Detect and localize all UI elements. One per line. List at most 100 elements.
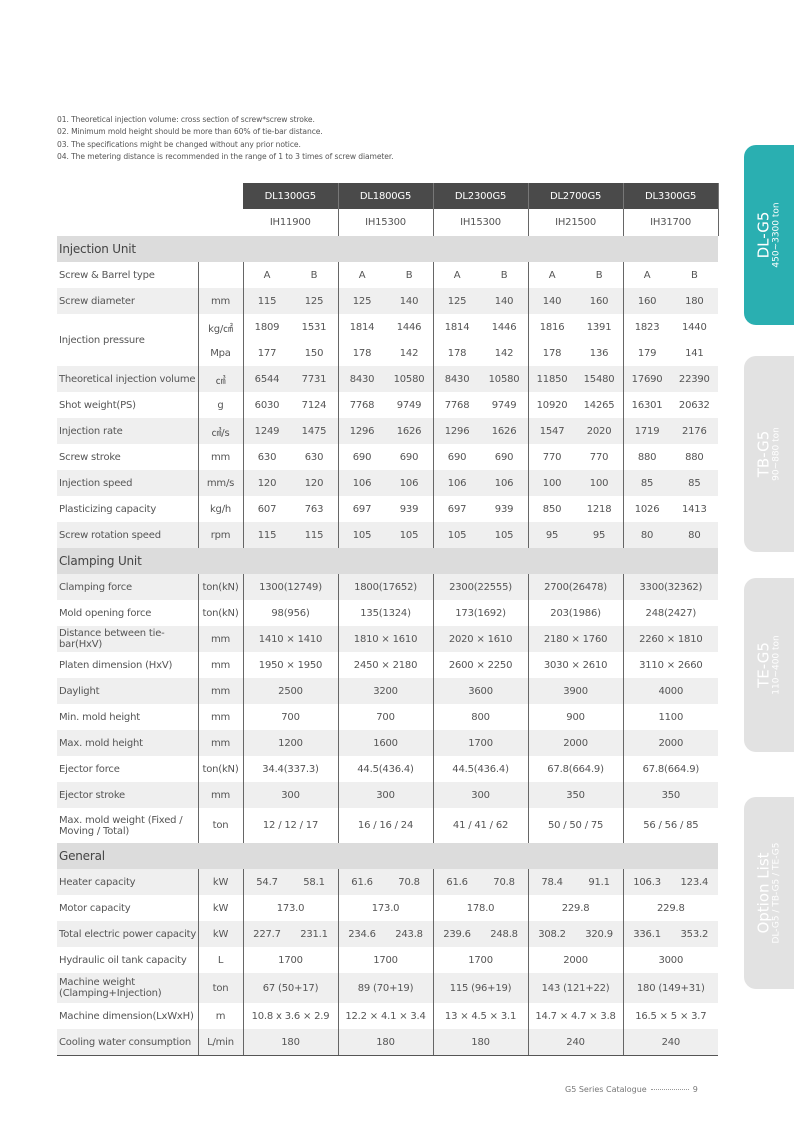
cell-value: 1814 <box>349 321 375 333</box>
row-unit: kW <box>198 921 244 947</box>
cell-value: 115 <box>243 522 291 548</box>
table-row: Mpa 177 150 178 142 178 142 178 136 179 141 <box>57 340 718 366</box>
row-unit: kg/h <box>198 496 244 522</box>
cell-value: 105 <box>385 522 434 548</box>
side-tab-dl-g5[interactable]: DL-G5 450~3300 ton <box>744 145 794 325</box>
cell-value: 243.8 <box>385 921 434 947</box>
cell-value: 1410 × 1410 <box>243 626 339 652</box>
cell-value: 180 <box>243 1029 339 1056</box>
cell-value: 231.1 <box>290 921 339 947</box>
cell-value: 850 <box>542 503 562 515</box>
row-label: Injection rate <box>57 418 199 444</box>
side-tab-title: Option List <box>754 852 773 934</box>
model-name: DL2700G5 <box>528 183 624 209</box>
cell-value: B <box>575 262 624 288</box>
cell-value: 1800(17652) <box>338 574 434 600</box>
cell-value: 690 <box>385 444 434 470</box>
cell-value: 690 <box>480 444 529 470</box>
cell-value: 229.8 <box>657 902 685 914</box>
cell-value: 85 <box>623 470 671 496</box>
note: 03. The specifications might be changed … <box>57 139 301 149</box>
cell-value: 9749 <box>385 392 434 418</box>
cell-value: 80 <box>623 522 671 548</box>
side-tab-text: Option List DL-G5 / TB-G5 / TE-G5 <box>754 843 783 944</box>
cell-value: 10580 <box>385 366 434 392</box>
cell-value: B <box>385 262 434 288</box>
cell-value: 697 <box>352 503 372 515</box>
cell-value: 1440 <box>681 321 707 333</box>
cell-value: 67.8(664.9) <box>642 763 700 775</box>
cell-value: 115 (96+19) <box>433 973 529 1003</box>
side-tab-subtitle: 110~400 ton <box>771 635 782 695</box>
side-tab-title: TE-G5 <box>754 642 773 688</box>
cell-value: 300 <box>243 782 339 808</box>
cell-value: 10.8 x 3.6 × 2.9 <box>243 1003 339 1029</box>
cell-value: 44.5(436.4) <box>338 756 434 782</box>
injection-unit-model: IH21500 <box>528 209 624 236</box>
cell-value: 3900 <box>528 678 624 704</box>
table-row: Min. mold height mm 700 700 800 900 1100 <box>57 704 718 730</box>
side-tab-subtitle: 90~880 ton <box>771 427 782 481</box>
cell-value: 2500 <box>243 678 339 704</box>
cell-value: 105 <box>480 522 529 548</box>
side-tab-title: TB-G5 <box>754 430 773 478</box>
table-row: Max. mold height mm 1200 1600 1700 2000 2000 <box>57 730 719 756</box>
table-row: Clamping force ton(kN) 1300(12749) 1800(176… <box>57 574 719 600</box>
row-unit: mm <box>198 626 244 652</box>
cell-value: 8430 <box>338 366 386 392</box>
cell-value: 800 <box>433 704 529 730</box>
side-tab-te-g5[interactable]: TE-G5 110~400 ton <box>744 578 794 752</box>
side-tab-option-list[interactable]: Option List DL-G5 / TB-G5 / TE-G5 <box>744 797 794 989</box>
table-row: Total electric power capacity kW 227.7 231.… <box>57 921 719 947</box>
cell-value: 2000 <box>528 730 624 756</box>
row-unit: ton(kN) <box>198 574 244 600</box>
cell-value: 178.0 <box>433 895 529 921</box>
row-unit: L/min <box>198 1029 244 1056</box>
table-row: Screw diameter mm 115 125 125 140 125 140 140 160… <box>57 288 719 314</box>
page-number: 9 <box>692 1085 698 1094</box>
cell-value: 353.2 <box>670 921 719 947</box>
cell-value: 2260 × 1810 <box>623 626 719 652</box>
cell-value: 98(956) <box>243 600 339 626</box>
cell-value: 320.9 <box>575 921 624 947</box>
cell-value: 136 <box>575 340 624 366</box>
side-tab-title: DL-G5 <box>754 211 773 259</box>
side-tab-tb-g5[interactable]: TB-G5 90~880 ton <box>744 356 794 552</box>
cell-value: 2176 <box>670 418 719 444</box>
row-label: Distance between tie-bar(HxV) <box>57 626 199 652</box>
cell-value: 160 <box>575 288 624 314</box>
cell-value: A <box>263 269 271 281</box>
cell-value: 1547 <box>528 418 576 444</box>
cell-value: 1249 <box>243 418 291 444</box>
cell-value: 178 <box>447 347 467 359</box>
table-row: Mold opening force ton(kN) 98(956) 135(1324… <box>57 600 718 626</box>
cell-value: 44.5(436.4) <box>433 756 529 782</box>
row-unit: m <box>198 1003 244 1029</box>
row-label: Ejector stroke <box>57 782 199 808</box>
cell-value: 180 <box>670 288 719 314</box>
cell-value: 135(1324) <box>338 600 434 626</box>
model-header-row: DL1300G5 DL1800G5 DL2300G5 DL2700G5 DL3300G5 <box>57 183 719 209</box>
row-unit: kW <box>198 869 244 895</box>
cell-value: 10920 <box>536 399 568 411</box>
cell-value: 115 <box>290 522 339 548</box>
cell-value: 900 <box>528 704 624 730</box>
cell-value: 2020 <box>575 418 624 444</box>
row-unit: ton <box>198 808 244 843</box>
cell-value: 7731 <box>290 366 339 392</box>
row-label: Heater capacity <box>57 869 199 895</box>
cell-value: 125 <box>433 288 481 314</box>
row-unit: mm <box>198 704 244 730</box>
row-label: Shot weight(PS) <box>57 392 199 418</box>
cell-value: 7124 <box>290 392 339 418</box>
row-unit: mm <box>198 782 244 808</box>
cell-value: 2000 <box>623 730 719 756</box>
cell-value: 939 <box>385 496 434 522</box>
row-unit: mm/s <box>198 470 244 496</box>
table-row: Motor capacity kW 173.0 173.0 178.0 229.8 229.… <box>57 895 718 921</box>
cell-value: 16301 <box>631 399 663 411</box>
cell-value: 939 <box>480 496 529 522</box>
cell-value: 690 <box>447 451 467 463</box>
side-tab-text: DL-G5 450~3300 ton <box>754 202 783 267</box>
cell-value: 2300(22555) <box>433 574 529 600</box>
